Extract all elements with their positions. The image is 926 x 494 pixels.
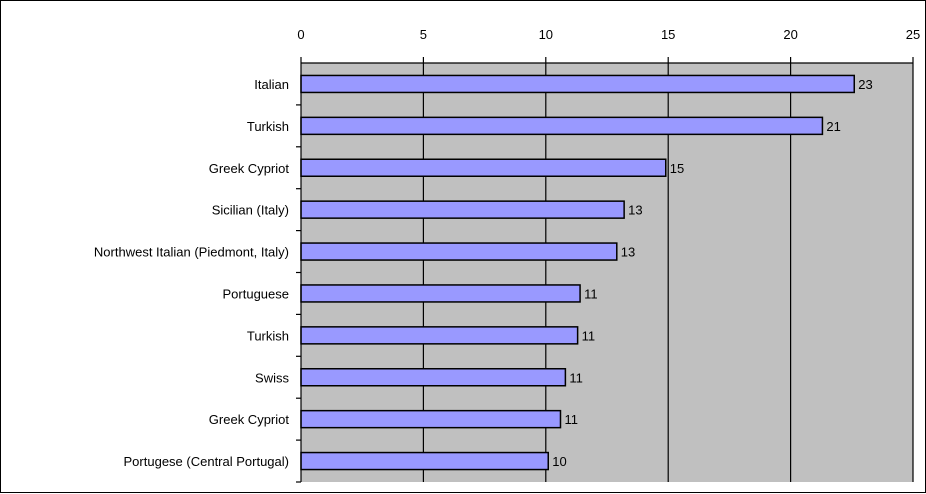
category-label-6: Portuguese: [223, 286, 290, 301]
data-label-1: 23: [858, 77, 872, 92]
x-tick-label-5: 5: [420, 27, 427, 42]
category-label-10: Portugese (Central Portugal): [124, 454, 289, 469]
labels: 0 5 10 15 20 25 Italian 23 Turkish 21 Greek Cyprio…: [94, 27, 920, 469]
category-label-5: Northwest Italian (Piedmont, Italy): [94, 245, 289, 260]
data-label-8: 11: [569, 370, 583, 385]
bar-5: [300, 242, 618, 261]
category-label-3: Greek Cypriot: [209, 161, 290, 176]
data-label-9: 11: [564, 412, 578, 427]
x-tick-label-10: 10: [539, 27, 553, 42]
bar-8: [300, 368, 567, 387]
data-label-5: 13: [621, 245, 635, 260]
category-label-7: Turkish: [247, 328, 289, 343]
bar-9: [300, 409, 562, 429]
bar-4: [300, 200, 625, 219]
bar-2: [300, 116, 824, 136]
bar-7: [300, 326, 579, 345]
x-tick-label-20: 20: [783, 27, 797, 42]
data-label-6: 11: [584, 286, 598, 301]
x-tick-label-0: 0: [297, 27, 304, 42]
data-label-3: 15: [670, 161, 684, 176]
data-label-7: 11: [582, 328, 596, 343]
data-label-4: 13: [628, 203, 642, 218]
bar-1: [300, 74, 855, 94]
category-label-2: Turkish: [247, 119, 289, 134]
bar-3: [300, 158, 667, 177]
bar-10: [300, 451, 549, 471]
category-label-1: Italian: [254, 77, 289, 92]
data-label-2: 21: [826, 119, 840, 134]
bar-6: [300, 284, 581, 303]
data-label-10: 10: [552, 454, 566, 469]
category-label-9: Greek Cypriot: [209, 412, 290, 427]
x-tick-label-15: 15: [661, 27, 675, 42]
axes: [296, 57, 914, 483]
x-tick-label-25: 25: [906, 27, 920, 42]
bars: [300, 74, 855, 471]
category-label-8: Swiss: [255, 370, 289, 385]
category-label-4: Sicilian (Italy): [212, 203, 289, 218]
